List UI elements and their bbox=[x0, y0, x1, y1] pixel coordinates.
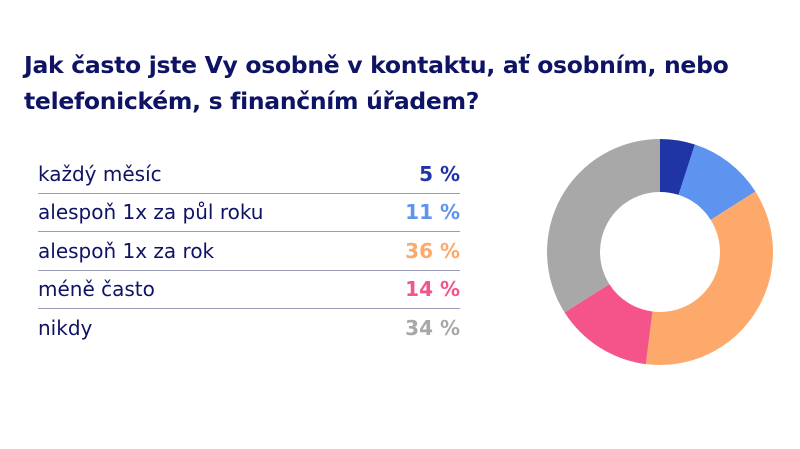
legend-value: 5 % bbox=[419, 161, 460, 186]
legend-row: méně často 14 % bbox=[38, 271, 460, 309]
legend-row: každý měsíc 5 % bbox=[38, 155, 460, 194]
legend-row: alespoň 1x za půl roku 11 % bbox=[38, 194, 460, 232]
legend-label: méně často bbox=[38, 277, 155, 302]
legend-label: nikdy bbox=[38, 316, 93, 341]
legend-row: alespoň 1x za rok 36 % bbox=[38, 232, 460, 271]
chart-title: Jak často jste Vy osobně v kontaktu, ať … bbox=[24, 51, 729, 115]
donut-segment bbox=[660, 139, 695, 195]
legend-value: 11 % bbox=[405, 200, 460, 225]
legend-label: každý měsíc bbox=[38, 161, 162, 186]
legend-row: nikdy 34 % bbox=[38, 309, 460, 348]
legend-value: 34 % bbox=[405, 316, 460, 341]
legend-label: alespoň 1x za půl roku bbox=[38, 200, 264, 225]
legend-table: každý měsíc 5 % alespoň 1x za půl roku 1… bbox=[38, 155, 460, 348]
donut-segment bbox=[564, 284, 653, 365]
legend-label: alespoň 1x za rok bbox=[38, 238, 215, 263]
legend-value: 36 % bbox=[405, 238, 460, 263]
donut-segment bbox=[645, 191, 773, 365]
legend-value: 14 % bbox=[405, 277, 460, 302]
donut-segment bbox=[547, 139, 660, 313]
donut-segment bbox=[678, 144, 756, 220]
donut-chart bbox=[547, 139, 773, 365]
